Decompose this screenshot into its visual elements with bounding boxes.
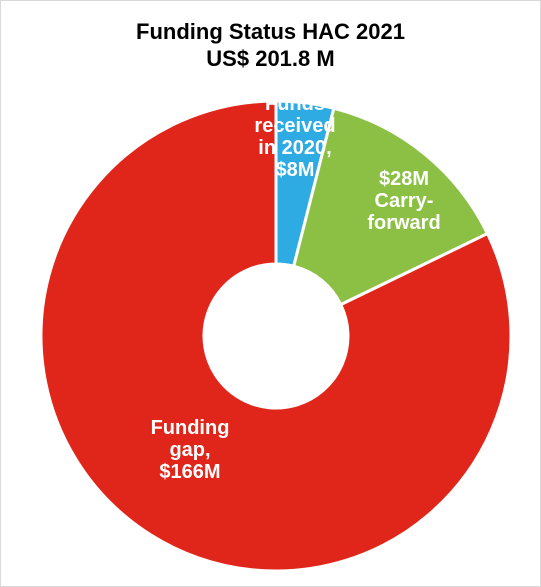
- chart-title: Funding Status HAC 2021: [136, 19, 405, 44]
- chart-subtitle: US$ 201.8 M: [206, 46, 335, 71]
- slice-label-line: $166M: [159, 461, 220, 483]
- chart-title-block: Funding Status HAC 2021 US$ 201.8 M: [0, 18, 541, 72]
- slice-label-line: Carry-: [375, 190, 434, 212]
- slice-label: Funding gap, $166M: [151, 417, 230, 483]
- slice-label-line: in 2020,: [258, 137, 331, 159]
- slice-label-line: received: [254, 115, 335, 137]
- slice-label: $28M Carry-forward: [367, 168, 440, 234]
- slice-label-line: $28M: [379, 168, 429, 190]
- slice-label: Funds received in 2020, $8M: [254, 93, 335, 181]
- slice-label-line: Funds: [265, 93, 325, 115]
- slice-label-line: forward: [367, 212, 440, 234]
- donut-slice: [39, 99, 513, 573]
- slice-label-line: gap,: [169, 439, 210, 461]
- slice-label-line: $8M: [276, 159, 315, 181]
- slice-label-line: Funding: [151, 417, 230, 439]
